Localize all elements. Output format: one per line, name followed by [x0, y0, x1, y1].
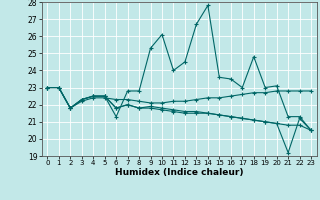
X-axis label: Humidex (Indice chaleur): Humidex (Indice chaleur) [115, 168, 244, 177]
